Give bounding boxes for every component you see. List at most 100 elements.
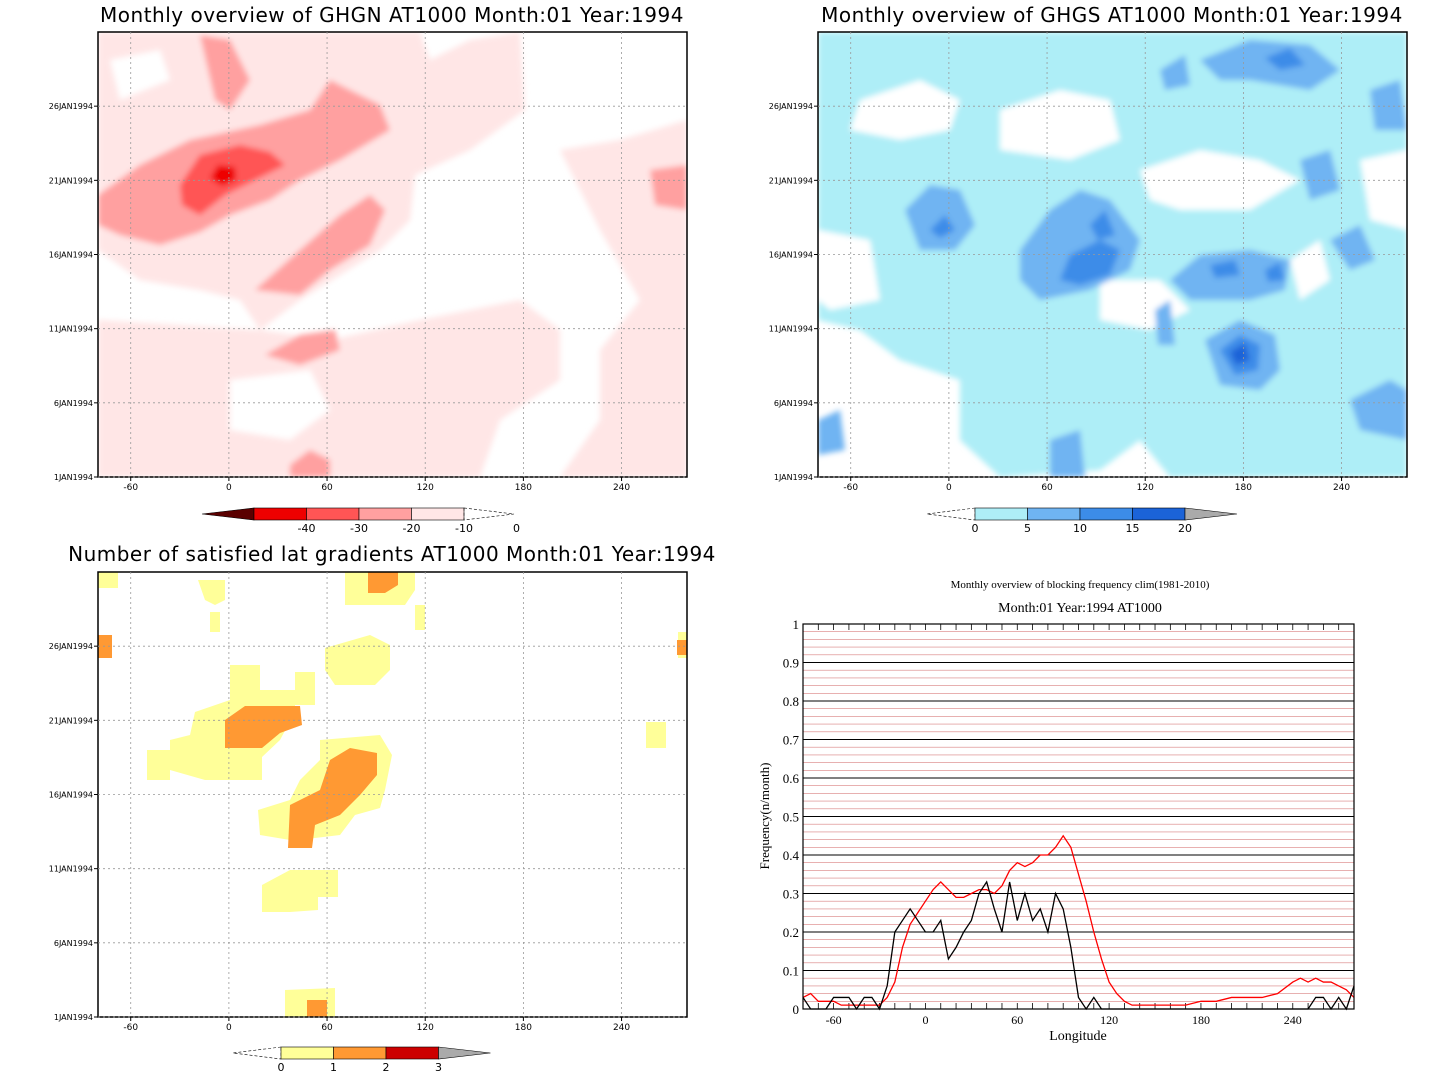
x-tick-label: 180 [515,483,532,493]
x-tick-label: -60 [123,1023,138,1033]
colorbar-box [411,507,465,521]
x-tick-label: 120 [417,1023,434,1033]
colorbar-label: -10 [455,522,473,535]
x-axis-label-blocking: Longitude [1049,1029,1107,1044]
grid-ghgs [818,32,1407,478]
chart-title-ghgs: Monthly overview of GHGS AT1000 Month:01… [821,3,1403,27]
y-tick-label: 0.7 [783,733,800,748]
colorbar-box [1027,507,1081,521]
colorbar-box [333,1046,387,1060]
chart-subtitle-blocking: Month:01 Year:1994 AT1000 [998,601,1162,616]
y-tick-label: 11JAN1994 [769,325,813,334]
x-tick-label: -60 [843,483,858,493]
x-tick-label: 0 [946,483,952,493]
x-tick-label: 120 [1100,1013,1118,1027]
x-tick-label: 0 [922,1013,928,1027]
colorbar-label: 0 [278,1061,285,1074]
y-tick-label: 11JAN1994 [49,325,93,334]
y-tick-label: 0.8 [783,694,799,709]
colorbar-label: -30 [350,522,368,535]
x-tick-label: 120 [417,483,434,493]
colorbar-box [358,507,412,521]
y-tick-label: 0.6 [783,771,800,786]
colorbar-arrow-low [232,1046,282,1060]
x-ticks-lat-gradients: -60 0 60 120 180 240 [123,1017,630,1033]
colorbar-label: 20 [1178,522,1192,535]
panel-ghgs: Monthly overview of GHGS AT1000 Month:01… [769,3,1408,535]
y-tick-label: 0 [793,1002,800,1017]
x-tick-label: 60 [1041,483,1053,493]
x-tick-label: 180 [1235,483,1252,493]
x-tick-label: 240 [613,1023,630,1033]
y-tick-label: 0.1 [783,964,799,979]
y-tick-label: 1 [793,617,800,632]
colorbar-lat-gradients: 0 1 2 3 [232,1046,491,1074]
x-ticks-ghgs: -60 0 60 120 180 240 [843,477,1350,493]
colorbar-arrow-low [926,507,976,521]
y-axis-label-blocking: Frequency(n/month) [757,763,772,870]
y-ticks-lat-gradients: 1JAN1994 6JAN1994 11JAN1994 16JAN1994 21JAN1… [49,642,98,1022]
x-ticks-ghgn: -60 0 60 120 180 240 [123,477,630,493]
grid-ghgn [98,32,687,478]
y-ticks-ghgn: 1JAN1994 6JAN1994 11JAN1994 16JAN1994 21JAN1… [49,102,98,482]
panel-ghgn: Monthly overview of GHGN AT1000 Month:01… [49,3,688,535]
colorbar-box [280,1046,334,1060]
x-tick-label: 120 [1137,483,1154,493]
x-tick-label: 240 [613,483,630,493]
colorbar-arrow-high [438,1046,491,1060]
y-tick-label: 0.2 [783,925,799,940]
plot-frame-blocking [802,623,1355,1010]
colorbar-box [385,1046,439,1060]
colorbar-label: 1 [330,1061,337,1074]
colorbar-label: 0 [513,522,520,535]
blocking-plot-area: 0 0.1 0.2 0.3 0.4 0.5 0.6 0.7 0.8 0.9 1 -60 0 60 120 18… [783,617,1355,1027]
x-tick-label: -60 [826,1013,842,1027]
colorbar-box [1132,507,1186,521]
y-tick-label: 16JAN1994 [769,251,813,260]
chart-title-blocking: Monthly overview of blocking frequency c… [951,579,1210,591]
y-tick-label: 0.3 [783,887,799,902]
x-tick-label: 240 [1333,483,1350,493]
colorbar-arrow-high [463,507,515,521]
colorbar-label: 10 [1073,522,1087,535]
colorbar-arrow-low [201,507,255,521]
colorbar-arrow-high [1184,507,1238,521]
colorbar-box [306,507,360,521]
y-tick-label: 21JAN1994 [769,176,813,185]
colorbar-box [1079,507,1133,521]
y-tick-label: 21JAN1994 [49,716,93,725]
series-line-climatology [802,834,1355,1006]
x-tick-label: 0 [226,483,232,493]
y-tick-label: 1JAN1994 [54,1013,93,1022]
y-ticks-ghgs: 1JAN1994 6JAN1994 11JAN1994 16JAN1994 21JAN1… [769,102,818,482]
x-tick-label: 60 [1011,1013,1023,1027]
colorbar-label: 5 [1024,522,1031,535]
x-tick-label: 0 [226,1023,232,1033]
y-tick-label: 11JAN1994 [49,865,93,874]
x-tick-label: 180 [515,1023,532,1033]
colorbar-label: 2 [383,1061,390,1074]
x-tick-label: 180 [1192,1013,1210,1027]
x-tick-label: 240 [1284,1013,1302,1027]
chart-title-lat-gradients: Number of satisfied lat gradients AT1000… [68,542,716,566]
colorbar-label: 15 [1126,522,1140,535]
y-tick-label: 6JAN1994 [774,399,813,408]
y-tick-label: 0.4 [783,848,800,863]
colorbar-label: -40 [298,522,316,535]
y-tick-label: 0.5 [783,810,799,825]
panel-lat-gradients: Number of satisfied lat gradients AT1000… [49,542,716,1074]
colorbar-label: 3 [435,1061,442,1074]
colorbar-label: 0 [972,522,979,535]
x-tick-label: -60 [123,483,138,493]
y-tick-label: 1JAN1994 [54,473,93,482]
y-tick-label: 0.9 [783,656,799,671]
panel-blocking-frequency: Monthly overview of blocking frequency c… [757,579,1355,1044]
y-tick-label: 6JAN1994 [54,939,93,948]
colorbar-label: -20 [403,522,421,535]
chart-title-ghgn: Monthly overview of GHGN AT1000 Month:01… [100,3,684,27]
y-tick-label: 16JAN1994 [49,791,93,800]
colorbar-box [253,507,307,521]
y-tick-label: 6JAN1994 [54,399,93,408]
y-tick-label: 21JAN1994 [49,176,93,185]
